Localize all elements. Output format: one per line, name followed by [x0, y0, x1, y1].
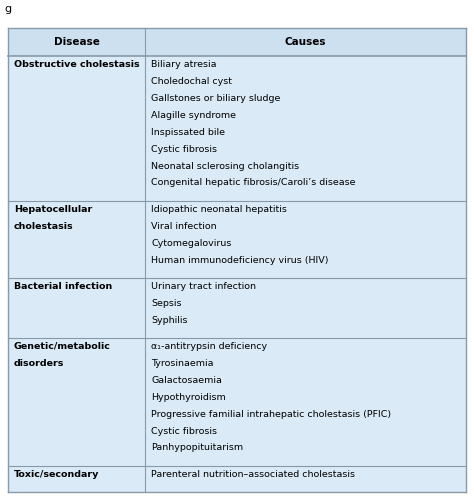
- Text: Causes: Causes: [285, 37, 327, 47]
- Text: cholestasis: cholestasis: [14, 222, 73, 231]
- Text: Biliary atresia: Biliary atresia: [151, 60, 217, 69]
- Text: Disease: Disease: [54, 37, 100, 47]
- Text: Alagille syndrome: Alagille syndrome: [151, 111, 237, 120]
- Text: Idiopathic neonatal hepatitis: Idiopathic neonatal hepatitis: [151, 205, 287, 214]
- Bar: [8, 466, 466, 492]
- Text: Hepatocellular: Hepatocellular: [14, 205, 92, 214]
- Text: Obstructive cholestasis: Obstructive cholestasis: [14, 60, 140, 69]
- Text: α₁-antitrypsin deficiency: α₁-antitrypsin deficiency: [151, 342, 267, 351]
- Text: Neonatal sclerosing cholangitis: Neonatal sclerosing cholangitis: [151, 162, 300, 171]
- Text: disorders: disorders: [14, 359, 64, 368]
- Text: Cystic fibrosis: Cystic fibrosis: [151, 145, 218, 154]
- Text: Hypothyroidism: Hypothyroidism: [151, 393, 226, 402]
- Bar: [8, 201, 466, 278]
- Text: Tyrosinaemia: Tyrosinaemia: [151, 359, 214, 368]
- Text: Genetic/metabolic: Genetic/metabolic: [14, 342, 111, 351]
- Text: Human immunodeficiency virus (HIV): Human immunodeficiency virus (HIV): [151, 255, 329, 264]
- Text: g: g: [4, 4, 11, 14]
- Bar: [8, 338, 466, 466]
- Text: Viral infection: Viral infection: [151, 222, 217, 231]
- Text: Galactosaemia: Galactosaemia: [151, 376, 222, 385]
- Bar: [8, 278, 466, 338]
- Text: Gallstones or biliary sludge: Gallstones or biliary sludge: [151, 94, 281, 103]
- Bar: [8, 56, 466, 201]
- Text: Bacterial infection: Bacterial infection: [14, 282, 112, 291]
- Text: Panhypopituitarism: Panhypopituitarism: [151, 444, 244, 453]
- Text: Choledochal cyst: Choledochal cyst: [151, 77, 232, 86]
- Text: Urinary tract infection: Urinary tract infection: [151, 282, 256, 291]
- Text: Syphilis: Syphilis: [151, 316, 188, 325]
- Text: Inspissated bile: Inspissated bile: [151, 128, 226, 137]
- Text: Toxic/secondary: Toxic/secondary: [14, 470, 100, 479]
- Text: Parenteral nutrition–associated cholestasis: Parenteral nutrition–associated cholesta…: [151, 470, 356, 479]
- Text: Cystic fibrosis: Cystic fibrosis: [151, 427, 218, 436]
- Text: Sepsis: Sepsis: [151, 299, 182, 308]
- Text: Cytomegalovirus: Cytomegalovirus: [151, 239, 232, 248]
- Text: Congenital hepatic fibrosis/Caroli’s disease: Congenital hepatic fibrosis/Caroli’s dis…: [151, 179, 356, 188]
- Bar: [8, 28, 466, 56]
- Text: Progressive familial intrahepatic cholestasis (PFIC): Progressive familial intrahepatic choles…: [151, 410, 392, 419]
